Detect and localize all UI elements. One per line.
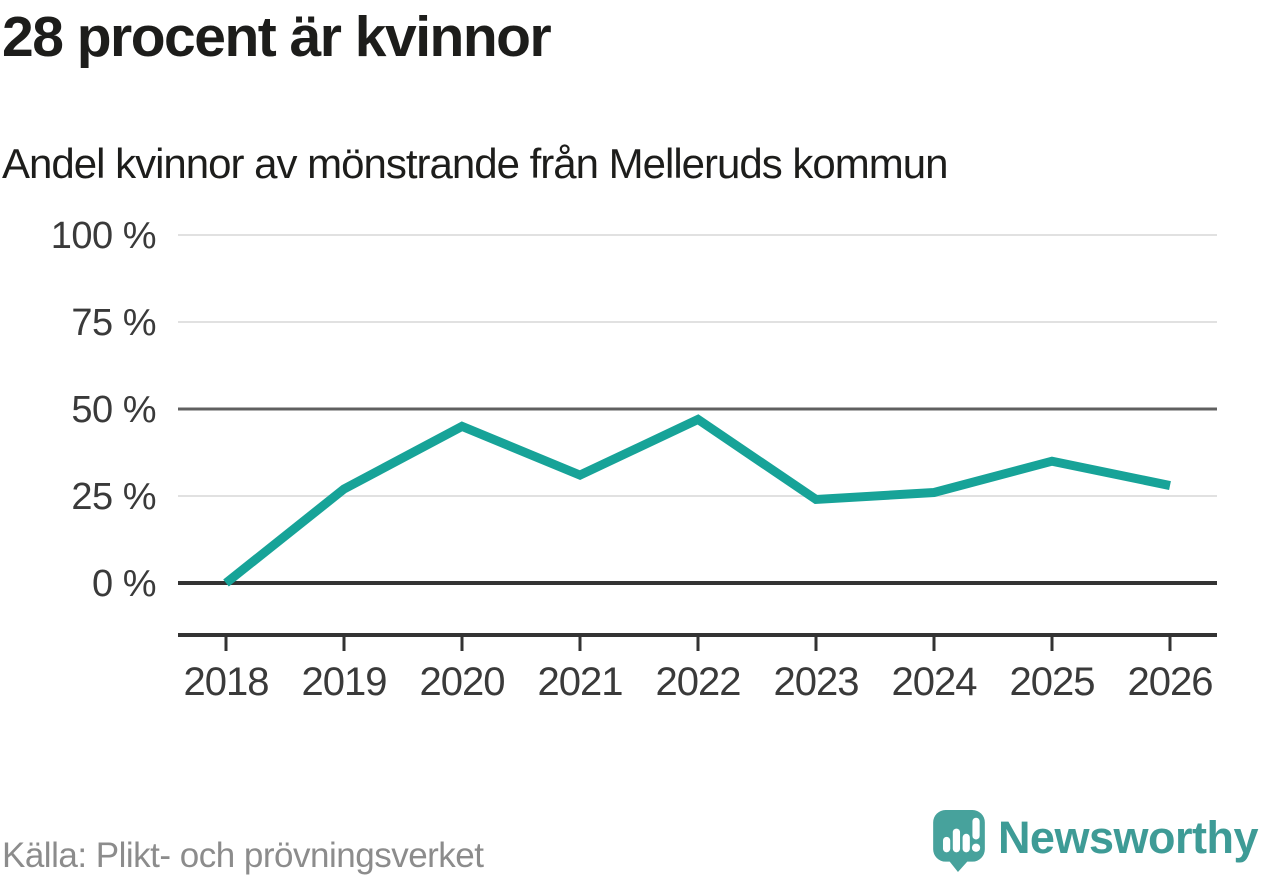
y-tick-label-75: 75 % [71,302,156,344]
logo-bar-1 [942,836,951,853]
chart-title: 28 procent är kvinnor [2,5,552,69]
x-tick-label-2019: 2019 [302,660,387,704]
x-tick-label-2025: 2025 [1010,660,1095,704]
newsworthy-logo: Newsworthy [933,810,1259,872]
y-tick-label-100: 100 % [51,215,156,257]
y-tick-label-50: 50 % [71,389,156,431]
newsworthy-logo-text: Newsworthy [997,811,1259,863]
logo-exclamation-bar [972,817,980,840]
x-tick-label-2023: 2023 [774,660,859,704]
source-note: Källa: Plikt- och prövningsverket [2,836,484,875]
x-tick-label-2018: 2018 [184,660,269,704]
x-tick-label-2022: 2022 [656,660,741,704]
logo-bar-3 [962,833,970,853]
series-line-andel-kvinnor [223,414,1171,587]
y-tick-label-25: 25 % [71,476,156,518]
chart-subtitle: Andel kvinnor av mönstrande från Melleru… [2,140,948,187]
x-tick-label-2024: 2024 [892,660,978,704]
x-tick-label-2026: 2026 [1128,660,1213,704]
y-tick-label-0: 0 % [92,563,156,605]
logo-exclamation-dot [971,843,981,852]
logo-bar-2 [952,828,960,853]
x-tick-label-2020: 2020 [420,660,505,704]
x-tick-label-2021: 2021 [538,660,623,704]
newsworthy-logo-icon [933,810,985,872]
